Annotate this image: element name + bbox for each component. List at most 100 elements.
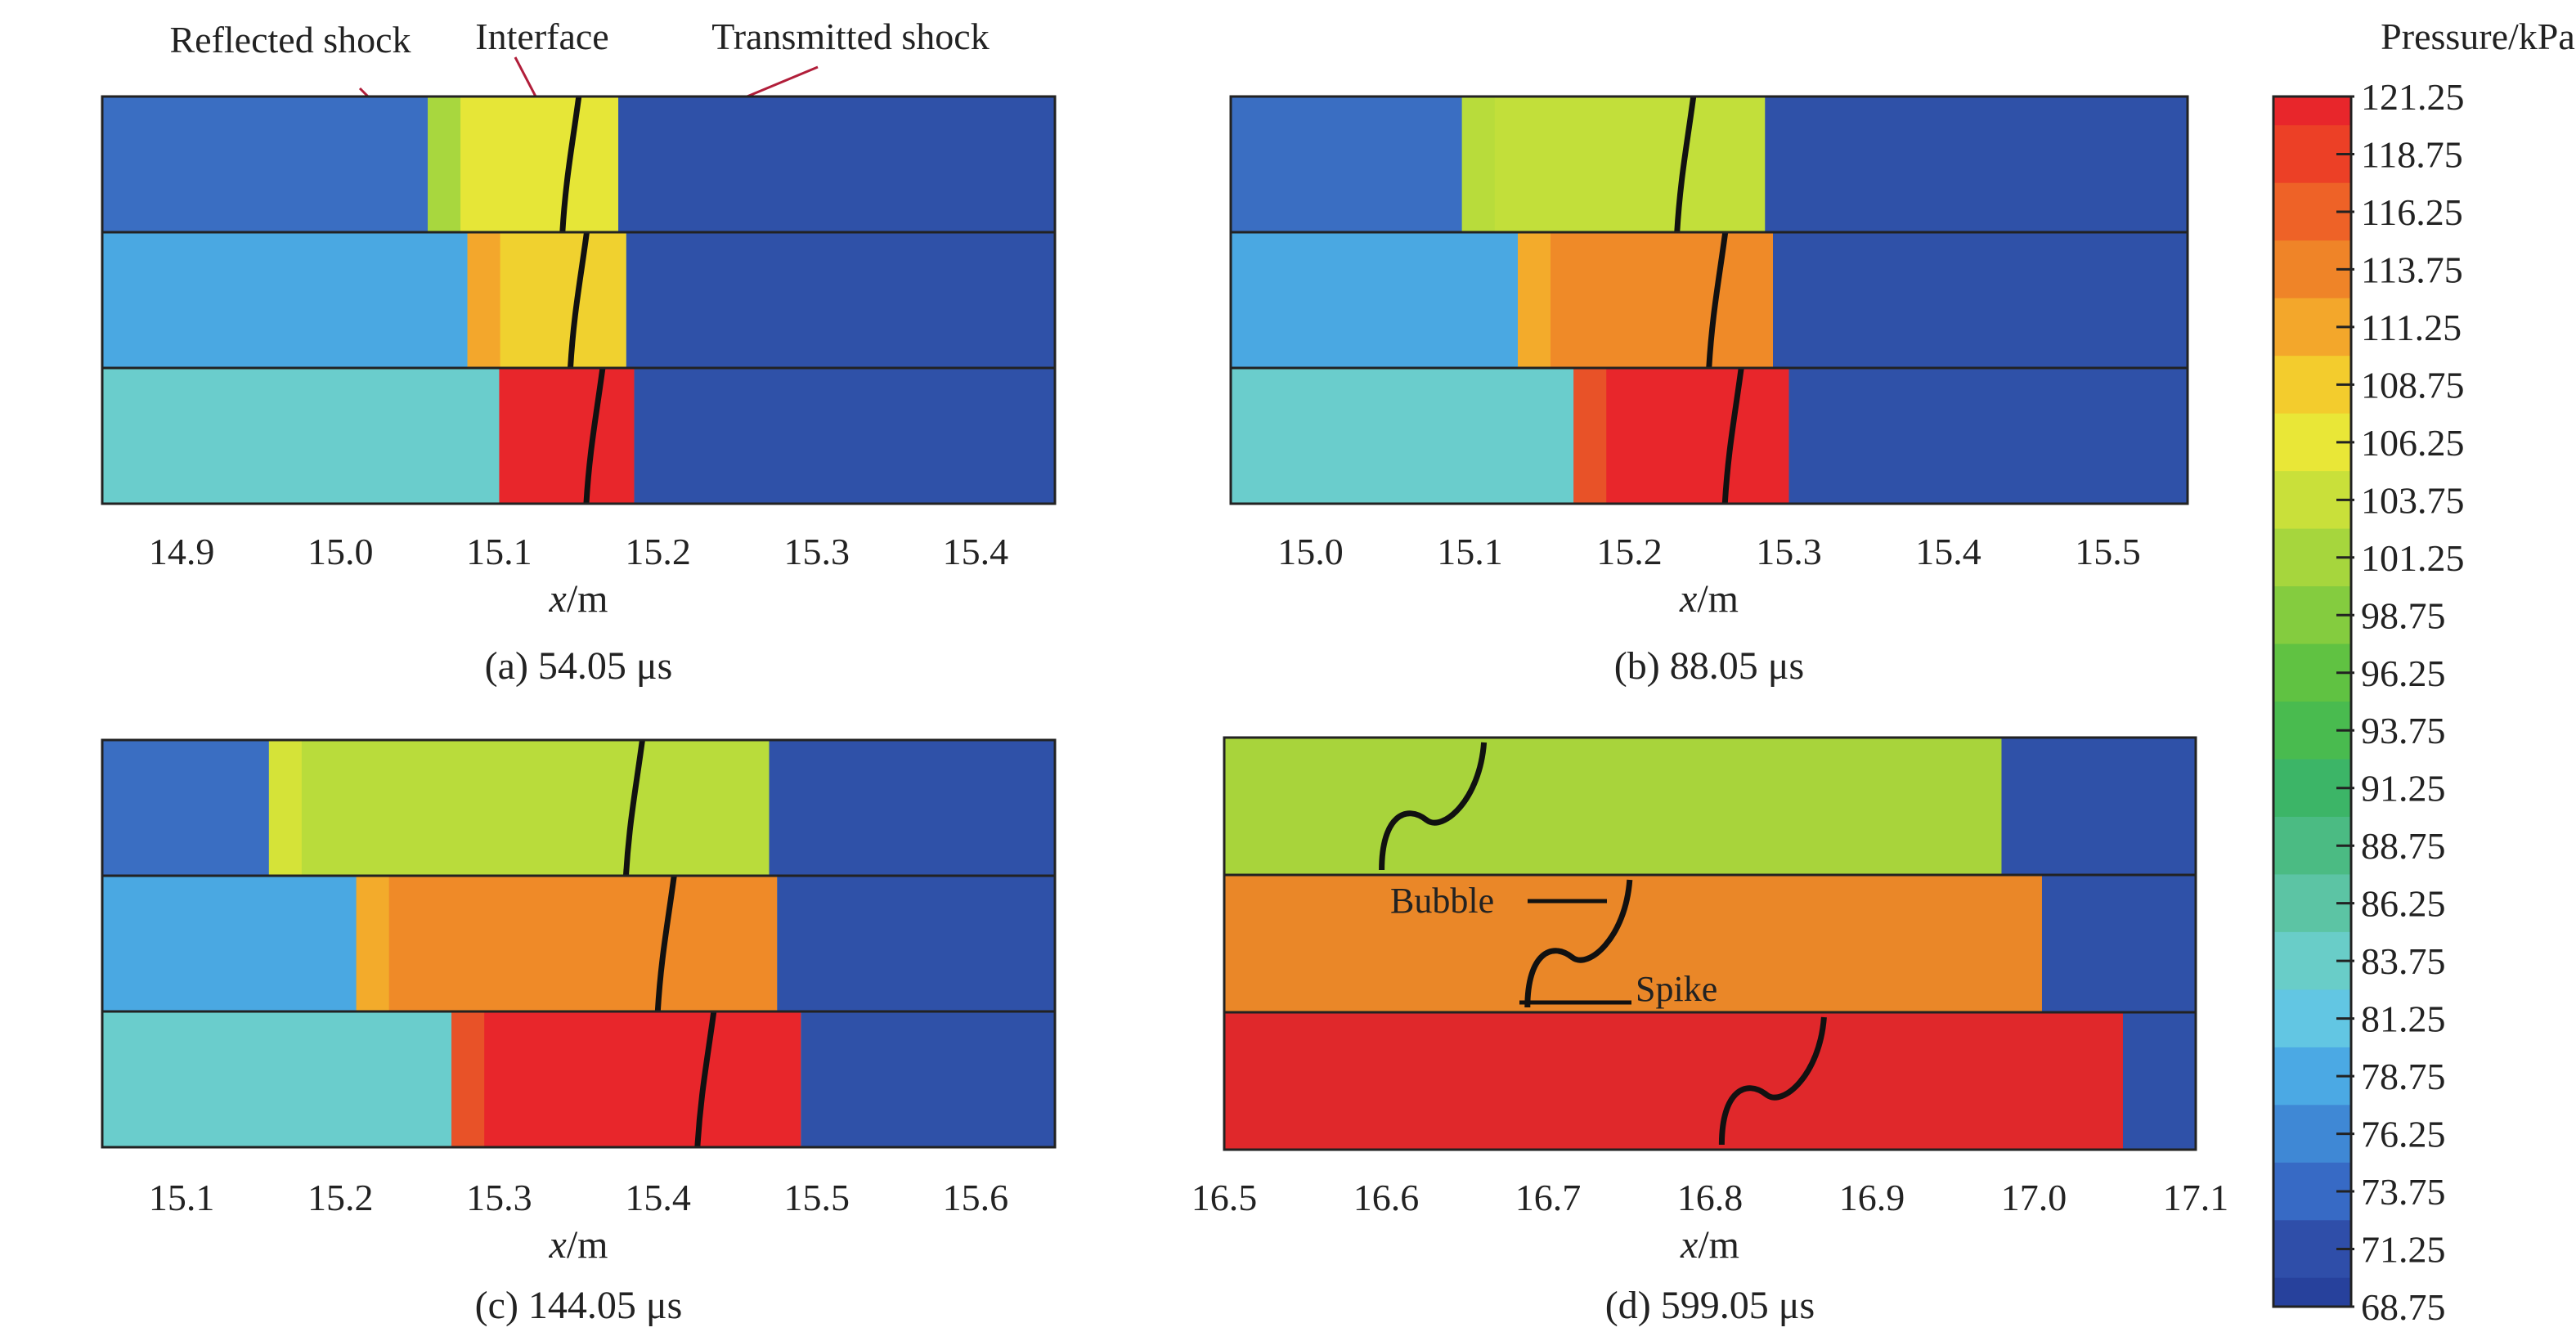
x-tick-label: 15.3 bbox=[1756, 531, 1822, 572]
tube-row-1 bbox=[1229, 95, 2189, 234]
colorbar-tick-label: 68.75 bbox=[2361, 1286, 2446, 1328]
tube-row-3 bbox=[1229, 366, 2189, 505]
tube-row-1 bbox=[101, 95, 1057, 234]
x-tick-label: 17.1 bbox=[2163, 1177, 2229, 1218]
shocked-region bbox=[356, 876, 778, 1011]
x-tick-label: 15.3 bbox=[784, 531, 850, 572]
colorbar-tick-label: 121.25 bbox=[2361, 76, 2465, 118]
x-tick-label: 15.0 bbox=[307, 531, 374, 572]
shocked-region bbox=[1224, 1012, 2123, 1150]
spike-label: Spike bbox=[1636, 969, 1717, 1009]
row-border bbox=[101, 1010, 1057, 1149]
colorbar-tick-label: 83.75 bbox=[2361, 940, 2446, 982]
x-tick-label: 15.5 bbox=[2075, 531, 2141, 572]
x-tick-label: 15.6 bbox=[943, 1177, 1009, 1218]
pressure-colorbar: Pressure/kPa 121.25 118.75 116.25 113.75 111… bbox=[2272, 16, 2575, 1328]
colorbar-tick-label: 91.25 bbox=[2361, 768, 2446, 810]
colorbar-tick-label: 108.75 bbox=[2361, 364, 2465, 406]
colorbar-tick-label: 101.25 bbox=[2361, 537, 2465, 579]
x-tick-label: 15.2 bbox=[1596, 531, 1663, 572]
colorbar-tick-label: 71.25 bbox=[2361, 1229, 2446, 1271]
shocked-region bbox=[1573, 368, 1789, 504]
panel-caption: (b) 88.05 μs bbox=[1614, 644, 1804, 688]
interface-line bbox=[559, 96, 582, 233]
x-axis-label: x/m bbox=[549, 577, 608, 621]
x-axis-unit: /m bbox=[567, 577, 608, 621]
tube-row-1 bbox=[101, 738, 1057, 877]
row-border bbox=[1223, 1011, 2197, 1151]
transmitted-shock-label: Transmitted shock bbox=[711, 16, 989, 57]
reflected-shock-band bbox=[268, 740, 302, 876]
reflected-shock-label: Reflected shock bbox=[169, 19, 411, 61]
x-axis-var: x bbox=[1679, 577, 1697, 621]
interface-line bbox=[1706, 231, 1729, 369]
panel-a: 14.9 15.0 15.1 15.2 15.3 15.4 x/m (a) 54.05 μs bbox=[101, 95, 1057, 688]
colorbar-tick-label: 111.25 bbox=[2361, 307, 2462, 348]
colorbar-tick-label: 106.25 bbox=[2361, 422, 2465, 464]
x-axis-label: x/m bbox=[1680, 1223, 1739, 1267]
colorbar-tick-label: 98.75 bbox=[2361, 594, 2446, 636]
x-axis-var: x bbox=[549, 1223, 567, 1267]
panel-d: 16.5 16.6 16.7 16.8 16.9 17.0 17.1 x/m (d) 599.0… bbox=[1192, 736, 2229, 1327]
row-border bbox=[101, 366, 1057, 505]
ambient-region bbox=[634, 368, 1055, 504]
shocked-region bbox=[1518, 232, 1773, 368]
x-axis-unit: /m bbox=[1698, 1223, 1739, 1267]
ambient-region bbox=[2001, 738, 2196, 875]
ambient-region bbox=[769, 740, 1055, 876]
x-tick-label: 16.5 bbox=[1192, 1177, 1258, 1218]
shocked-region bbox=[499, 368, 635, 504]
colorbar-border bbox=[2272, 95, 2353, 1308]
panel-b: 15.0 15.1 15.2 15.3 15.4 15.5 x/m (b) 88.05 μs bbox=[1229, 95, 2189, 688]
row-border bbox=[1229, 366, 2189, 505]
ambient-region bbox=[1788, 368, 2188, 504]
interface-line bbox=[694, 1011, 717, 1148]
x-tick-label: 17.0 bbox=[2001, 1177, 2067, 1218]
colorbar-tick-label: 78.75 bbox=[2361, 1056, 2446, 1097]
x-axis-var: x bbox=[549, 577, 567, 621]
interface-label: Interface bbox=[475, 16, 608, 57]
shocked-region bbox=[451, 1011, 801, 1147]
ambient-region bbox=[2041, 875, 2196, 1012]
x-axis-var: x bbox=[1680, 1223, 1698, 1267]
x-axis-label: x/m bbox=[549, 1223, 608, 1267]
colorbar-tick-label: 76.25 bbox=[2361, 1114, 2446, 1155]
panel-c: 15.1 15.2 15.3 15.4 15.5 15.6 x/m (c) 144.05 μs bbox=[101, 738, 1057, 1327]
shocked-region bbox=[1224, 875, 2042, 1012]
x-axis-unit: /m bbox=[567, 1223, 608, 1267]
colorbar-tick-label: 73.75 bbox=[2361, 1171, 2446, 1213]
colorbar-tick-label: 118.75 bbox=[2361, 133, 2463, 175]
x-tick-label: 15.1 bbox=[149, 1177, 215, 1218]
panel-caption: (a) 54.05 μs bbox=[485, 644, 673, 688]
reflected-shock-band bbox=[428, 96, 461, 232]
interface-line bbox=[1379, 742, 1488, 871]
x-tick-label: 15.2 bbox=[625, 531, 691, 572]
reflected-shock-band bbox=[451, 1011, 485, 1147]
tube-row-2 bbox=[1229, 231, 2189, 370]
tube-row-2 bbox=[1223, 873, 2197, 1014]
ambient-region bbox=[801, 1011, 1055, 1147]
ambient-region bbox=[1765, 96, 2188, 232]
reflected-shock-band bbox=[1518, 232, 1551, 368]
x-tick-label: 15.2 bbox=[307, 1177, 374, 1218]
shocked-region bbox=[1224, 738, 2002, 875]
x-axis-unit: /m bbox=[1697, 577, 1739, 621]
ambient-region bbox=[777, 876, 1055, 1011]
x-tick-label: 16.9 bbox=[1839, 1177, 1905, 1218]
colorbar-swatch bbox=[2273, 96, 2351, 126]
interface-line bbox=[568, 231, 590, 369]
colorbar-tick-label: 93.75 bbox=[2361, 710, 2446, 751]
interface-line bbox=[1718, 1016, 1827, 1146]
x-tick-label: 15.1 bbox=[466, 531, 532, 572]
colorbar-tick-label: 81.25 bbox=[2361, 998, 2446, 1040]
interface-line bbox=[622, 739, 645, 877]
x-tick-label: 16.8 bbox=[1677, 1177, 1744, 1218]
interface-line bbox=[583, 367, 606, 505]
reflected-shock-band bbox=[1461, 96, 1495, 232]
x-tick-label: 15.5 bbox=[784, 1177, 850, 1218]
x-tick-label: 15.1 bbox=[1437, 531, 1503, 572]
x-tick-label: 16.6 bbox=[1353, 1177, 1420, 1218]
x-tick-label: 15.4 bbox=[625, 1177, 691, 1218]
ambient-region bbox=[1773, 232, 2188, 368]
